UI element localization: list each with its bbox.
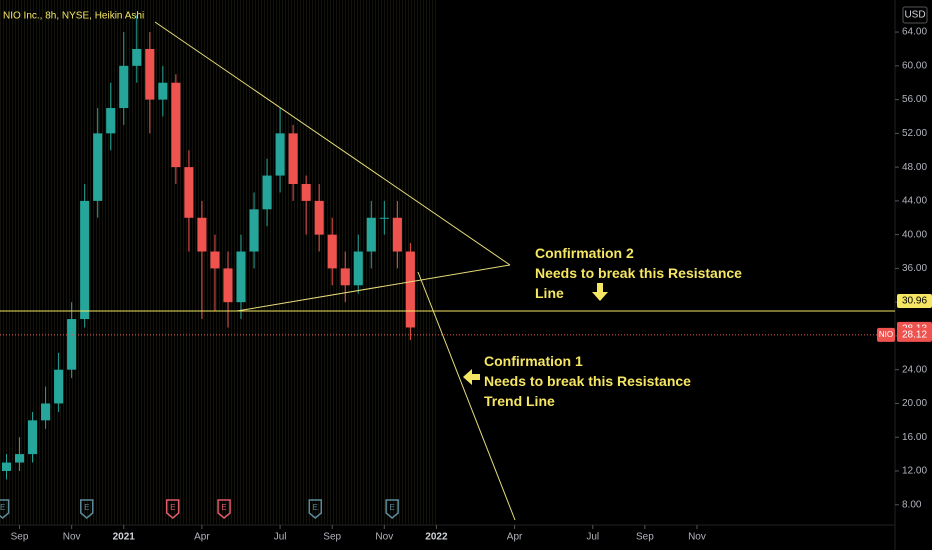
y-tick-label: 12.00 <box>902 466 927 477</box>
earnings-label: E <box>389 503 394 512</box>
x-tick-label: Sep <box>11 532 29 543</box>
candle-body <box>288 133 298 185</box>
x-tick-label: Sep <box>636 532 654 543</box>
candle-body <box>106 108 116 134</box>
candle-body <box>301 184 311 201</box>
candle-body <box>262 175 272 210</box>
last-price-badge <box>897 327 932 342</box>
x-tick-label: Apr <box>507 532 523 543</box>
candle-body <box>197 217 207 252</box>
candle-body <box>379 217 389 219</box>
symbol-badge <box>877 327 895 342</box>
y-tick-label: 52.00 <box>902 128 927 139</box>
candle-body <box>54 369 64 404</box>
trend-line <box>154 21 511 266</box>
candle-body <box>249 209 259 252</box>
last-price-label: 28.12 <box>902 330 927 341</box>
x-tick-label: Apr <box>194 532 210 543</box>
trend-line <box>236 264 511 312</box>
candle-body <box>392 217 402 252</box>
y-tick-label: 24.00 <box>902 364 927 375</box>
candle-body <box>1 462 12 471</box>
annotation: Confirmation 1 Needs to break this Resis… <box>463 353 691 409</box>
earnings-marker <box>217 499 231 519</box>
earnings-label: E <box>313 503 318 512</box>
candle-body <box>132 48 142 66</box>
y-tick-label: 60.00 <box>902 60 927 71</box>
arrow-left <box>463 369 480 385</box>
trend-lines <box>154 21 516 521</box>
candle-body <box>327 234 337 269</box>
earnings-label: E <box>84 503 89 512</box>
candle-body <box>184 167 194 218</box>
annotation-line: Trend Line <box>484 393 555 409</box>
y-tick-label: 8.00 <box>902 499 922 510</box>
x-tick-label: Nov <box>688 532 706 543</box>
annotation: Confirmation 2 Needs to break this Resis… <box>535 245 742 301</box>
candle-body <box>171 82 181 168</box>
currency: USD <box>904 10 925 21</box>
candle-body <box>93 133 103 201</box>
earnings-label: E <box>170 503 175 512</box>
y-tick-label: 20.00 <box>902 398 927 409</box>
annotation-line: Line <box>535 285 564 301</box>
candle-body <box>80 200 90 320</box>
candle-body <box>366 217 376 252</box>
y-tick-label: 16.00 <box>902 432 927 443</box>
candle-body <box>314 200 324 235</box>
y-tick-label: 64.00 <box>902 27 927 38</box>
x-tick-label: 2022 <box>425 532 448 543</box>
candle-body <box>236 251 246 303</box>
earnings-marker <box>385 499 399 519</box>
candle-body <box>353 251 363 286</box>
y-tick-label: 40.00 <box>902 229 927 240</box>
plot <box>1 15 415 480</box>
earnings-marker <box>165 499 180 519</box>
x-tick-label: Jul <box>586 532 599 543</box>
annotation-line: Needs to break this Resistance <box>484 373 691 389</box>
chart-title: NIO Inc., 8h, NYSE, Heikin Ashi <box>3 11 144 22</box>
earnings-marker <box>80 499 94 519</box>
annotation-line: Needs to break this Resistance <box>535 265 742 281</box>
earnings-label: E <box>0 503 5 512</box>
candle-body <box>223 268 233 303</box>
x-tick-label: Jul <box>274 532 287 543</box>
earnings-marker <box>0 499 10 519</box>
candle-body <box>158 82 168 100</box>
candle-body <box>145 48 155 100</box>
candle-body <box>41 403 51 421</box>
trend-line <box>417 271 516 521</box>
symbol-label: NIO <box>879 330 893 339</box>
candle-body <box>210 251 220 269</box>
earnings-label: E <box>221 503 226 512</box>
x-tick-label: Sep <box>323 532 341 543</box>
candle-body <box>275 133 285 176</box>
candle-body <box>67 319 77 370</box>
candle-body <box>14 454 25 463</box>
x-tick-label: 2021 <box>113 532 136 543</box>
candle-body <box>119 65 129 109</box>
x-tick-label: Nov <box>375 532 393 543</box>
arrow-down <box>592 283 608 301</box>
annotation-line: Confirmation 2 <box>535 245 634 261</box>
y-tick-label: 56.00 <box>902 94 927 105</box>
candle-body <box>28 420 38 455</box>
y-tick-label: 44.00 <box>902 196 927 207</box>
y-tick-label: 48.00 <box>902 162 927 173</box>
currency-box <box>902 6 928 24</box>
x-tick-label: Nov <box>63 532 81 543</box>
candle-body <box>405 251 415 328</box>
price-badge-label: 30.96 <box>902 296 927 307</box>
earnings-marker <box>308 499 323 519</box>
annotation-line: Confirmation 1 <box>484 353 583 369</box>
price-badge <box>897 293 932 308</box>
y-tick-label: 36.00 <box>902 263 927 274</box>
candle-body <box>340 268 350 286</box>
